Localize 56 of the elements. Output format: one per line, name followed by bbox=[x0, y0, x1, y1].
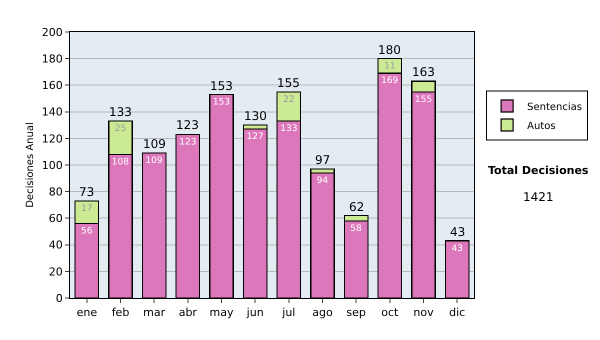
total-label: 153 bbox=[210, 79, 233, 93]
total-label: 130 bbox=[244, 109, 267, 123]
data-label: 153 bbox=[212, 98, 230, 108]
y-tick-label: 40 bbox=[48, 238, 63, 252]
total-label: 133 bbox=[109, 105, 132, 119]
x-tick-label: dic bbox=[449, 306, 466, 320]
data-label: 133 bbox=[280, 124, 298, 134]
text: 1421 bbox=[523, 190, 554, 204]
data-label: 17 bbox=[81, 204, 93, 214]
x-tick-label: jul bbox=[281, 306, 296, 320]
data-label: 127 bbox=[246, 132, 264, 142]
total-label: 163 bbox=[412, 65, 435, 79]
total-label: 155 bbox=[277, 76, 300, 90]
legend-label: Autos bbox=[527, 120, 556, 132]
y-tick-label: 160 bbox=[42, 79, 63, 92]
data-label: 22 bbox=[283, 94, 295, 105]
x-tick-label: abr bbox=[178, 306, 198, 320]
x-tick-label: may bbox=[210, 306, 234, 320]
x-tick-label: feb bbox=[112, 306, 130, 320]
x-tick-label: ene bbox=[76, 306, 98, 320]
data-label: 11 bbox=[384, 62, 396, 72]
y-tick-label: 120 bbox=[42, 132, 63, 146]
data-label: 123 bbox=[179, 137, 196, 148]
x-tick-label: nov bbox=[413, 306, 434, 320]
y-tick-label: 100 bbox=[42, 158, 63, 172]
x-tick-label: mar bbox=[143, 306, 166, 320]
data-label: 169 bbox=[381, 76, 399, 86]
x-tick-label: ago bbox=[312, 306, 333, 320]
text: Total Decisiones bbox=[488, 164, 589, 177]
y-tick-label: 140 bbox=[42, 106, 63, 119]
total-label: 97 bbox=[315, 153, 330, 167]
y-tick-label: 60 bbox=[48, 212, 63, 226]
y-tick-label: 80 bbox=[48, 185, 63, 198]
total-label: 123 bbox=[176, 118, 199, 132]
data-label: 58 bbox=[350, 224, 362, 234]
x-tick-label: sep bbox=[346, 306, 366, 320]
total-label: 180 bbox=[378, 43, 401, 57]
x-tick-label: jun bbox=[246, 306, 264, 320]
data-label: 109 bbox=[145, 156, 163, 166]
y-tick-label: 0 bbox=[56, 292, 63, 305]
y-tick-label: 20 bbox=[48, 265, 63, 278]
data-label: 108 bbox=[112, 157, 130, 168]
data-label: 25 bbox=[114, 124, 126, 134]
x-tick-label: oct bbox=[381, 306, 400, 320]
legend-label: Sentencias bbox=[527, 102, 582, 113]
y-tick-label: 200 bbox=[42, 26, 63, 39]
total-label: 43 bbox=[450, 225, 466, 239]
data-label: 56 bbox=[80, 226, 93, 237]
total-label: 62 bbox=[349, 200, 364, 214]
total-label: 73 bbox=[79, 185, 94, 199]
data-label: 94 bbox=[316, 176, 328, 186]
data-label: 43 bbox=[451, 244, 463, 254]
y-tick-label: 180 bbox=[42, 52, 63, 66]
y-axis-title: Decisiones Anual bbox=[24, 122, 36, 208]
data-label: 155 bbox=[414, 94, 432, 105]
total-label: 109 bbox=[143, 137, 166, 151]
